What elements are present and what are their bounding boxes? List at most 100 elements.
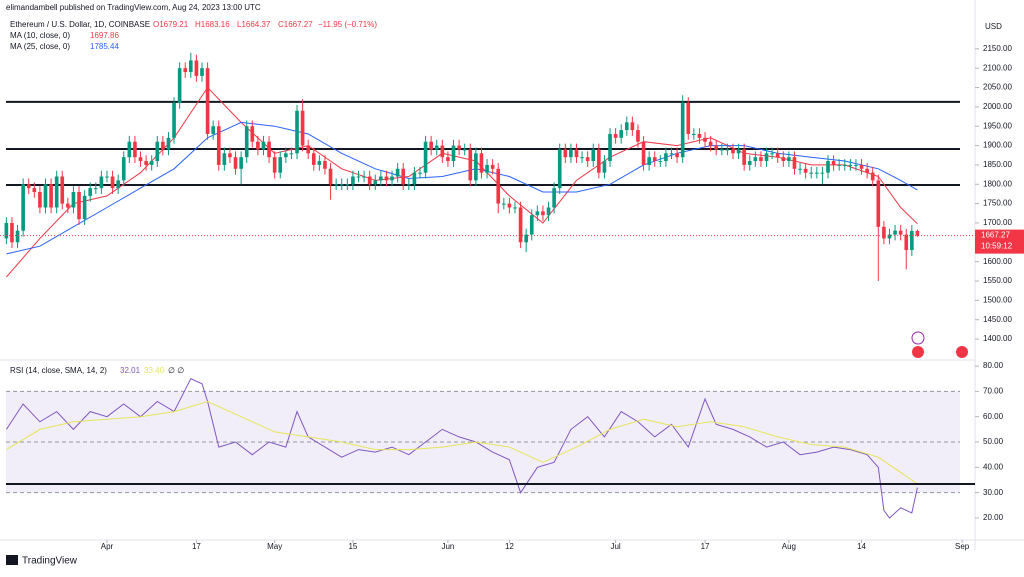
candle-body: [876, 180, 881, 227]
candle-body: [110, 176, 115, 189]
candle-body: [15, 230, 20, 243]
candle-body: [887, 234, 892, 239]
event-icon[interactable]: [956, 346, 968, 358]
candle-body: [552, 188, 556, 208]
candle-body: [418, 172, 422, 174]
candle-body: [842, 164, 847, 166]
candle-body: [714, 145, 719, 150]
candle-body: [742, 149, 746, 165]
candle-body: [216, 126, 221, 165]
candle-body: [669, 153, 674, 155]
candle-body: [233, 157, 238, 169]
candle-body: [222, 153, 227, 165]
candle-body: [898, 230, 903, 235]
event-icon[interactable]: [912, 346, 924, 358]
candle-body: [787, 157, 791, 162]
candle-body: [183, 68, 188, 73]
x-tick-label: May: [267, 542, 282, 551]
candle-body: [99, 176, 104, 189]
candle-body: [284, 153, 288, 158]
candle-body: [278, 157, 283, 173]
candle-body: [557, 149, 562, 189]
candle-body: [770, 153, 774, 155]
ohlc-open: O1679.21: [153, 20, 189, 29]
indicator-name: RSI (14, close, SMA, 14, 2): [10, 366, 107, 375]
y-tick-label: 1750.00: [983, 199, 1012, 208]
candle-body: [200, 68, 204, 76]
candle-body: [569, 149, 573, 158]
candle-body: [652, 157, 657, 162]
x-tick-label: Sep: [955, 542, 970, 551]
y-tick-label: 20.00: [983, 513, 1004, 522]
candle-body: [636, 130, 640, 142]
x-tick-label: Jul: [610, 542, 620, 551]
candle-body: [300, 110, 305, 146]
candle-body: [82, 195, 87, 220]
y-tick-label: 2050.00: [983, 83, 1012, 92]
y-tick-label: 1400.00: [983, 334, 1012, 343]
candle-body: [731, 149, 735, 154]
candle-body: [267, 141, 271, 158]
candle-body: [161, 141, 165, 150]
x-tick-label: 14: [857, 542, 866, 551]
candle-body: [541, 211, 545, 216]
candle-body: [479, 153, 484, 173]
candle-body: [535, 211, 540, 216]
candle-body: [803, 168, 808, 173]
candle-body: [127, 141, 132, 158]
candle-body: [105, 176, 109, 178]
y-tick-label: 70.00: [983, 386, 1004, 395]
y-tick-label: 1450.00: [983, 315, 1012, 324]
candle-body: [915, 231, 920, 236]
y-tick-label: 80.00: [983, 361, 1004, 370]
candle-body: [591, 149, 596, 162]
candle-body: [177, 68, 182, 104]
candle-body: [647, 157, 651, 165]
candle-body: [311, 153, 316, 165]
candle-body: [384, 176, 389, 181]
candle-body: [373, 180, 378, 185]
candle-body: [719, 149, 724, 151]
candle-body: [356, 176, 361, 178]
candle-body: [524, 234, 528, 243]
candle-body: [367, 176, 372, 185]
candle-body: [172, 103, 176, 138]
y-tick-label: 40.00: [983, 462, 1004, 471]
y-tick-label: 30.00: [983, 488, 1004, 497]
candle-body: [703, 137, 707, 142]
candle-body: [334, 184, 338, 186]
candle-body: [697, 133, 702, 138]
candle-body: [854, 164, 858, 166]
candle-body: [574, 149, 579, 158]
candle-body: [826, 161, 830, 173]
candle-body: [781, 157, 786, 162]
candle-body: [809, 172, 814, 174]
candle-body: [228, 153, 232, 158]
candle-body: [518, 207, 523, 243]
candle-body: [133, 141, 137, 158]
candle-body: [379, 176, 383, 181]
candle-body: [328, 168, 333, 185]
ohlc-low: L1664.37: [237, 20, 271, 29]
candle-body: [502, 203, 506, 205]
candle-body: [239, 157, 243, 169]
candle-body: [563, 149, 568, 158]
ohlc-close: C1667.27: [278, 20, 313, 29]
candle-body: [624, 122, 629, 131]
candle-body: [865, 168, 869, 173]
candle-body: [641, 141, 646, 165]
brand-logo: [6, 555, 18, 565]
candle-body: [60, 176, 65, 204]
candle-body: [10, 222, 14, 243]
countdown: 10:59:12: [981, 242, 1013, 251]
candle-body: [580, 157, 584, 159]
indicator-extra: ∅ ∅: [168, 366, 184, 375]
candle-body: [820, 172, 825, 174]
x-tick-label: 15: [348, 542, 357, 551]
y-tick-label: 1500.00: [983, 295, 1012, 304]
candle-body: [585, 157, 590, 162]
rsi-line: [6, 400, 918, 485]
event-icon[interactable]: [911, 331, 925, 345]
candle-body: [893, 230, 897, 235]
candle-body: [4, 222, 9, 239]
